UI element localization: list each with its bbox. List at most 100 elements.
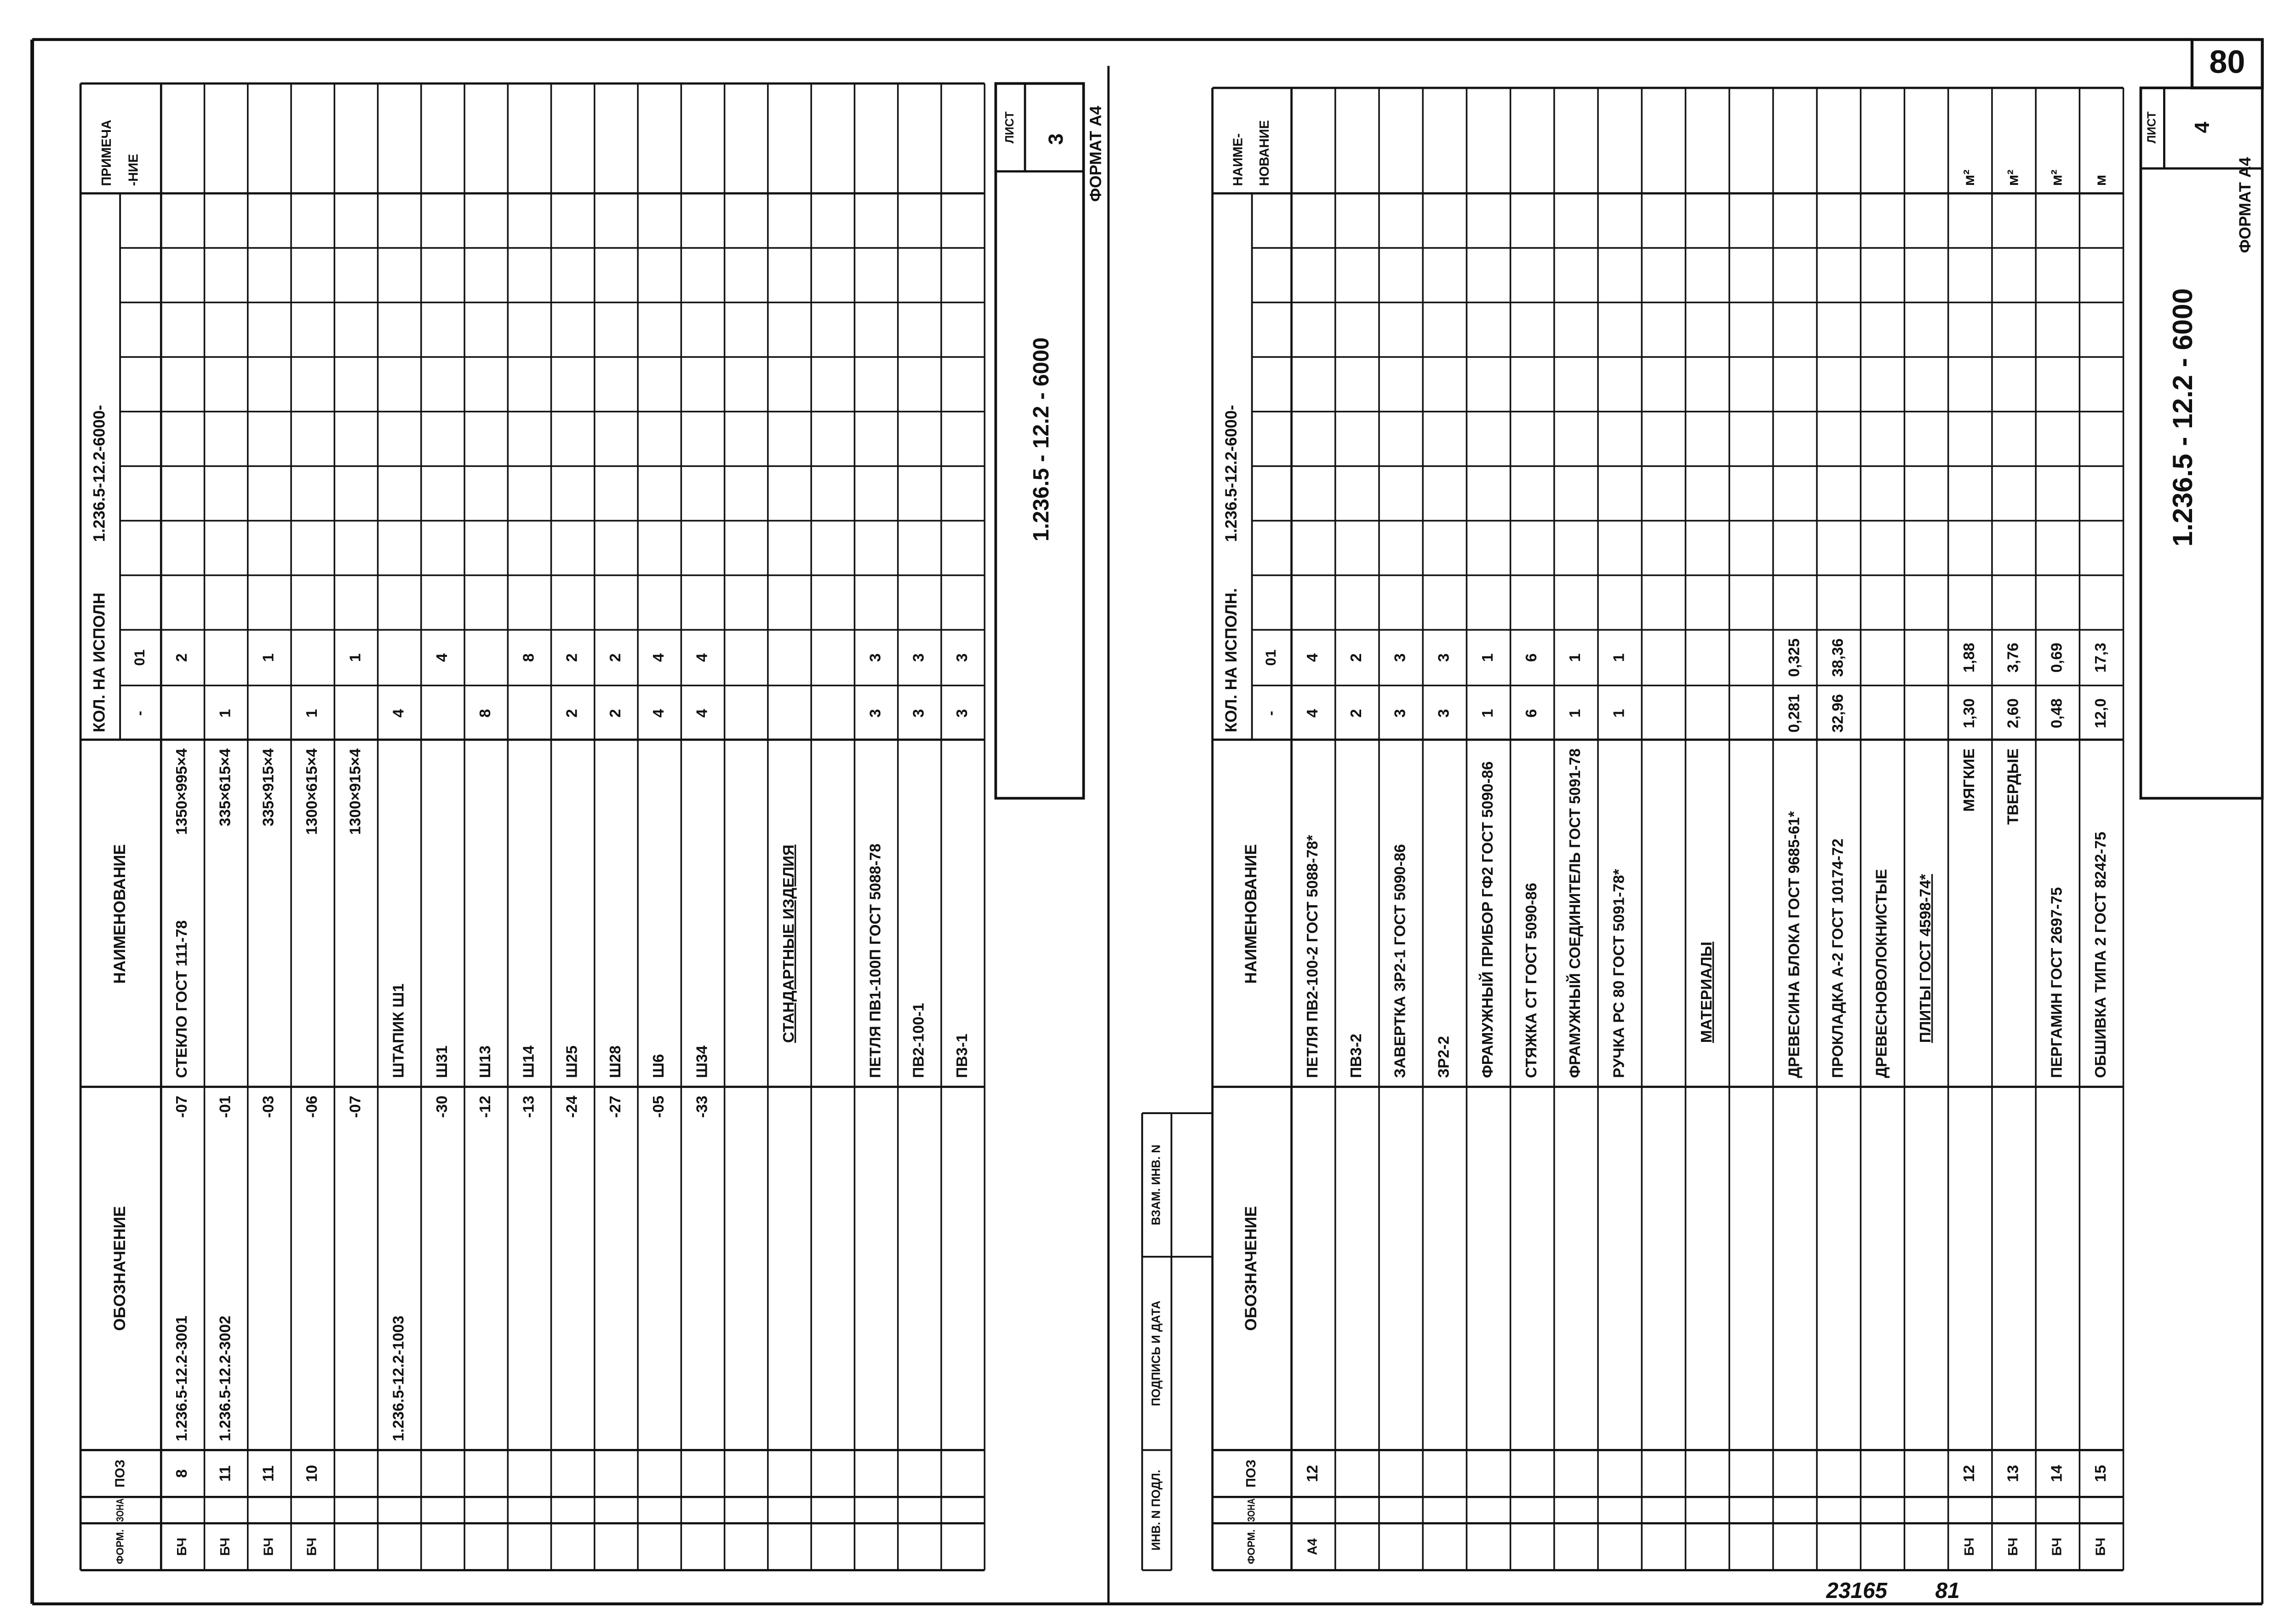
cell: 1 bbox=[1479, 709, 1496, 718]
cell: 1 bbox=[1610, 709, 1627, 718]
cell: ПЕТЛЯ ПВ2-100-2 ГОСТ 5088-78* bbox=[1304, 835, 1321, 1078]
header-code: 1.236.5-12.2-6000- bbox=[90, 405, 108, 542]
cell: 3 bbox=[910, 653, 928, 662]
cell: 0,69 bbox=[2049, 643, 2066, 672]
cell: 1 bbox=[217, 709, 234, 718]
cell: 1.236.5-12.2-3001 bbox=[173, 1316, 190, 1441]
cell: 1 bbox=[1567, 653, 1584, 662]
header-name: НАИМЕНОВАНИЕ bbox=[111, 844, 129, 983]
cell: 3 bbox=[910, 709, 928, 718]
header-pos: ПОЗ bbox=[1244, 1460, 1259, 1488]
sheet-label: ЛИСТ bbox=[2146, 111, 2159, 144]
header-variant: - bbox=[131, 711, 148, 716]
cell: 1.236.5-12.2-3002 bbox=[217, 1316, 234, 1441]
cell: 335×615×4 bbox=[217, 748, 234, 827]
cell: 2 bbox=[607, 653, 624, 662]
cell: Ш28 bbox=[607, 1046, 624, 1078]
header-note: -НИЕ bbox=[126, 154, 141, 186]
cell: -24 bbox=[564, 1095, 581, 1118]
cell: -07 bbox=[347, 1096, 364, 1118]
cell: РУЧКА РС 80 ГОСТ 5091-78* bbox=[1610, 869, 1627, 1078]
sheet-format: ФОРМАТ А4 bbox=[1087, 106, 1105, 202]
cell: 4 bbox=[390, 709, 407, 718]
cell: Ш25 bbox=[564, 1046, 581, 1078]
cell: ФРАМУЖНЫЙ ПРИБОР ГФ2 ГОСТ 5090-86 bbox=[1478, 761, 1496, 1078]
cell: 0,325 bbox=[1786, 638, 1803, 677]
cell: 4 bbox=[434, 653, 451, 662]
cell: 4 bbox=[650, 709, 667, 718]
cell: СТАНДАРТНЫЕ ИЗДЕЛИЯ bbox=[780, 845, 797, 1043]
cell: -27 bbox=[607, 1096, 624, 1118]
cell: Ш13 bbox=[477, 1046, 494, 1078]
cell: -33 bbox=[693, 1096, 710, 1118]
cell: 8 bbox=[173, 1469, 190, 1478]
cell: 1 bbox=[1610, 653, 1627, 662]
cell: БЧ bbox=[1962, 1538, 1977, 1556]
cell: 15 bbox=[2092, 1465, 2109, 1482]
cell: СТЯЖКА СТ ГОСТ 5090-86 bbox=[1523, 883, 1540, 1078]
cell: -01 bbox=[217, 1096, 234, 1118]
side-strip: ИНВ. N ПОДЛ. ПОДПИСЬ И ДАТА ВЗАМ. ИНВ. N bbox=[1141, 1112, 1213, 1571]
side-label: ПОДПИСЬ И ДАТА bbox=[1150, 1301, 1162, 1406]
cell: МАТЕРИАЛЫ bbox=[1698, 942, 1715, 1043]
cell: ПВ3-2 bbox=[1348, 1034, 1365, 1078]
cell: БЧ bbox=[2050, 1538, 2064, 1556]
cell: 2 bbox=[564, 653, 581, 662]
cell: 1300×615×4 bbox=[303, 748, 321, 835]
cell: 4 bbox=[1304, 653, 1321, 662]
cell: 1 bbox=[303, 709, 321, 718]
header-note: НАИМЕ- bbox=[1231, 133, 1245, 186]
side-label: ВЗАМ. ИНВ. N bbox=[1150, 1144, 1162, 1225]
header-note: НОВАНИЕ bbox=[1257, 120, 1272, 186]
spec-table: ФОРМ. ЗОНА ПОЗ ОБОЗНАЧЕНИЕ НАИМЕНОВАНИЕ КОЛ. … bbox=[1211, 86, 2124, 1571]
sheet-format: ФОРМАТ А4 bbox=[2236, 157, 2254, 253]
cell: -07 bbox=[173, 1096, 190, 1118]
header-name: НАИМЕНОВАНИЕ bbox=[1242, 844, 1260, 983]
cell: 335×915×4 bbox=[260, 748, 277, 827]
cell: ПРОКЛАДКА А-2 ГОСТ 10174-72 bbox=[1830, 839, 1847, 1078]
footer-note: 81 bbox=[1935, 1579, 1960, 1603]
stamp-frame bbox=[2139, 86, 2264, 800]
header-qty: КОЛ. НА ИСПОЛН bbox=[90, 592, 108, 732]
cell: 2 bbox=[1348, 653, 1365, 662]
cell: 32,96 bbox=[1830, 694, 1847, 733]
cell: 1 bbox=[260, 653, 277, 662]
cell: 3 bbox=[1436, 709, 1453, 718]
spec-table: ФОРМ. ЗОНА ПОЗ ОБОЗНАЧЕНИЕ НАИМЕНОВАНИЕ КОЛ. … bbox=[79, 82, 985, 1571]
cell: 8 bbox=[477, 709, 494, 718]
cell: 3 bbox=[1391, 709, 1409, 718]
cell: А4 bbox=[1305, 1538, 1320, 1555]
cell: 4 bbox=[650, 653, 667, 662]
cell: БЧ bbox=[175, 1538, 189, 1556]
cell: 1,88 bbox=[1961, 643, 1978, 672]
cell: 2 bbox=[564, 709, 581, 718]
cell: ЗР2-2 bbox=[1436, 1036, 1453, 1078]
header-qty: КОЛ. НА ИСПОЛН. bbox=[1222, 588, 1240, 733]
cell: ФРАМУЖНЫЙ СОЕДИНИТЕЛЬ ГОСТ 5091-78 bbox=[1566, 748, 1584, 1078]
cell: 3 bbox=[1391, 653, 1409, 662]
cell: м² bbox=[2049, 170, 2066, 186]
cell: м bbox=[2092, 175, 2109, 186]
cell: ПВ2-100-1 bbox=[910, 1003, 928, 1078]
cell: БЧ bbox=[2006, 1538, 2021, 1556]
sheet-number: 4 bbox=[2191, 121, 2214, 133]
cell: 1300×915×4 bbox=[347, 748, 364, 835]
cell: ЗАВЕРТКА ЗР2-1 ГОСТ 5090-86 bbox=[1391, 844, 1409, 1078]
cell: 3 bbox=[954, 709, 971, 718]
sheet-label: ЛИСТ bbox=[1003, 111, 1016, 144]
sheet-number: 3 bbox=[1045, 133, 1067, 145]
header-format: ФОРМ. bbox=[115, 1529, 126, 1564]
stamp-frame bbox=[994, 82, 1085, 800]
cell: 12 bbox=[1961, 1465, 1978, 1482]
cell: 4 bbox=[1304, 709, 1321, 718]
cell: ОБШИВКА ТИПА 2 ГОСТ 8242-75 bbox=[2092, 832, 2109, 1078]
cell: 2 bbox=[173, 653, 190, 662]
cell: 1350×995×4 bbox=[173, 748, 190, 835]
cell: м² bbox=[2004, 170, 2021, 186]
cell: 4 bbox=[693, 709, 710, 718]
header-variant: - bbox=[1262, 711, 1279, 716]
header-variant: 01 bbox=[131, 649, 148, 666]
